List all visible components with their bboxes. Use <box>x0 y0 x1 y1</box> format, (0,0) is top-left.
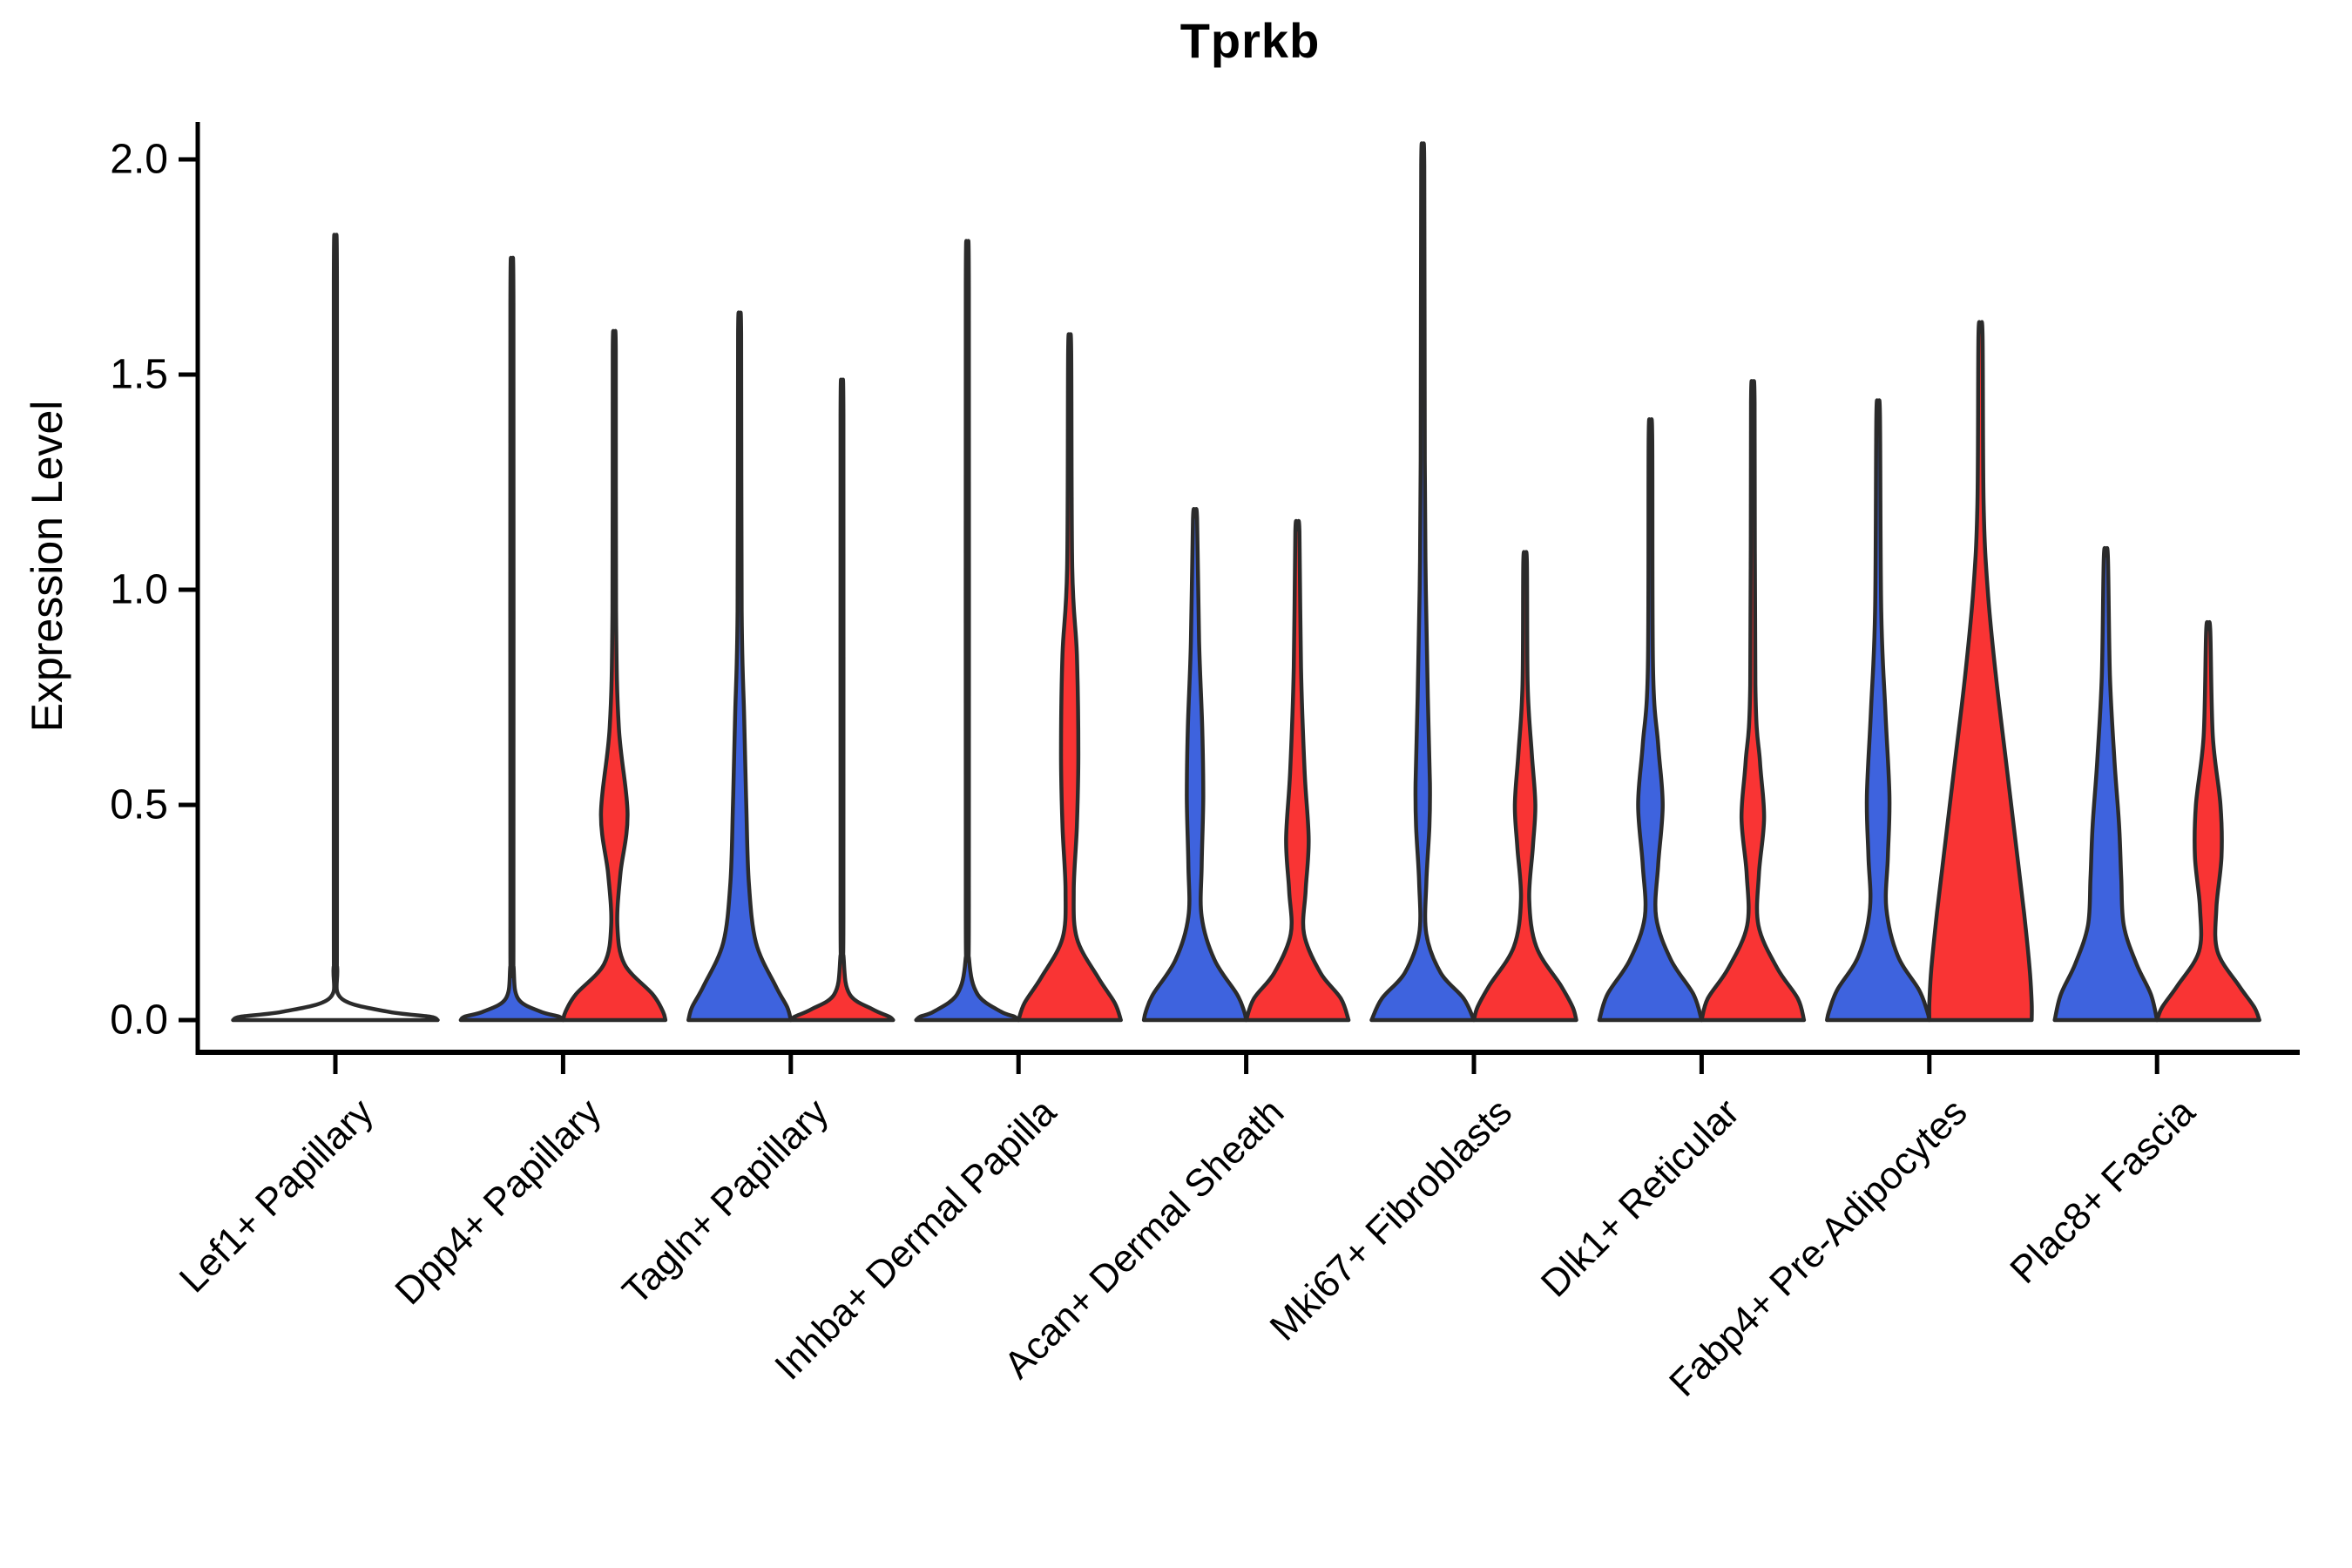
violin-dlk1-blue <box>1597 417 1704 1023</box>
violin-dpp4-blue <box>458 255 565 1023</box>
violin-dlk1-red <box>1700 379 1807 1023</box>
violin-tagln-blue <box>686 310 794 1023</box>
violin-dpp4-red <box>561 328 668 1023</box>
violin-lef1-none <box>231 233 440 1023</box>
violin-mki67-red <box>1471 550 1578 1023</box>
violin-mki67-blue <box>1369 141 1477 1023</box>
violin-acan-red <box>1244 518 1351 1023</box>
violin-plac8-red <box>2154 619 2261 1023</box>
y-tick-label: 1.0 <box>110 567 168 613</box>
violin-fabp4-blue <box>1825 398 1932 1023</box>
y-tick-label: 2.0 <box>110 137 168 183</box>
violin-tagln-red <box>788 377 896 1023</box>
violin-plac8-blue <box>2052 545 2159 1023</box>
y-tick-label: 0.5 <box>110 782 168 828</box>
violin-acan-blue <box>1141 507 1248 1023</box>
violin-inhba-red <box>1016 332 1123 1023</box>
y-tick-label: 1.5 <box>110 352 168 398</box>
violin-inhba-blue <box>914 239 1021 1023</box>
chart-title: Tprkb <box>1179 13 1321 68</box>
y-tick-label: 0.0 <box>110 997 168 1044</box>
violin-fabp4-red <box>1927 320 2034 1023</box>
